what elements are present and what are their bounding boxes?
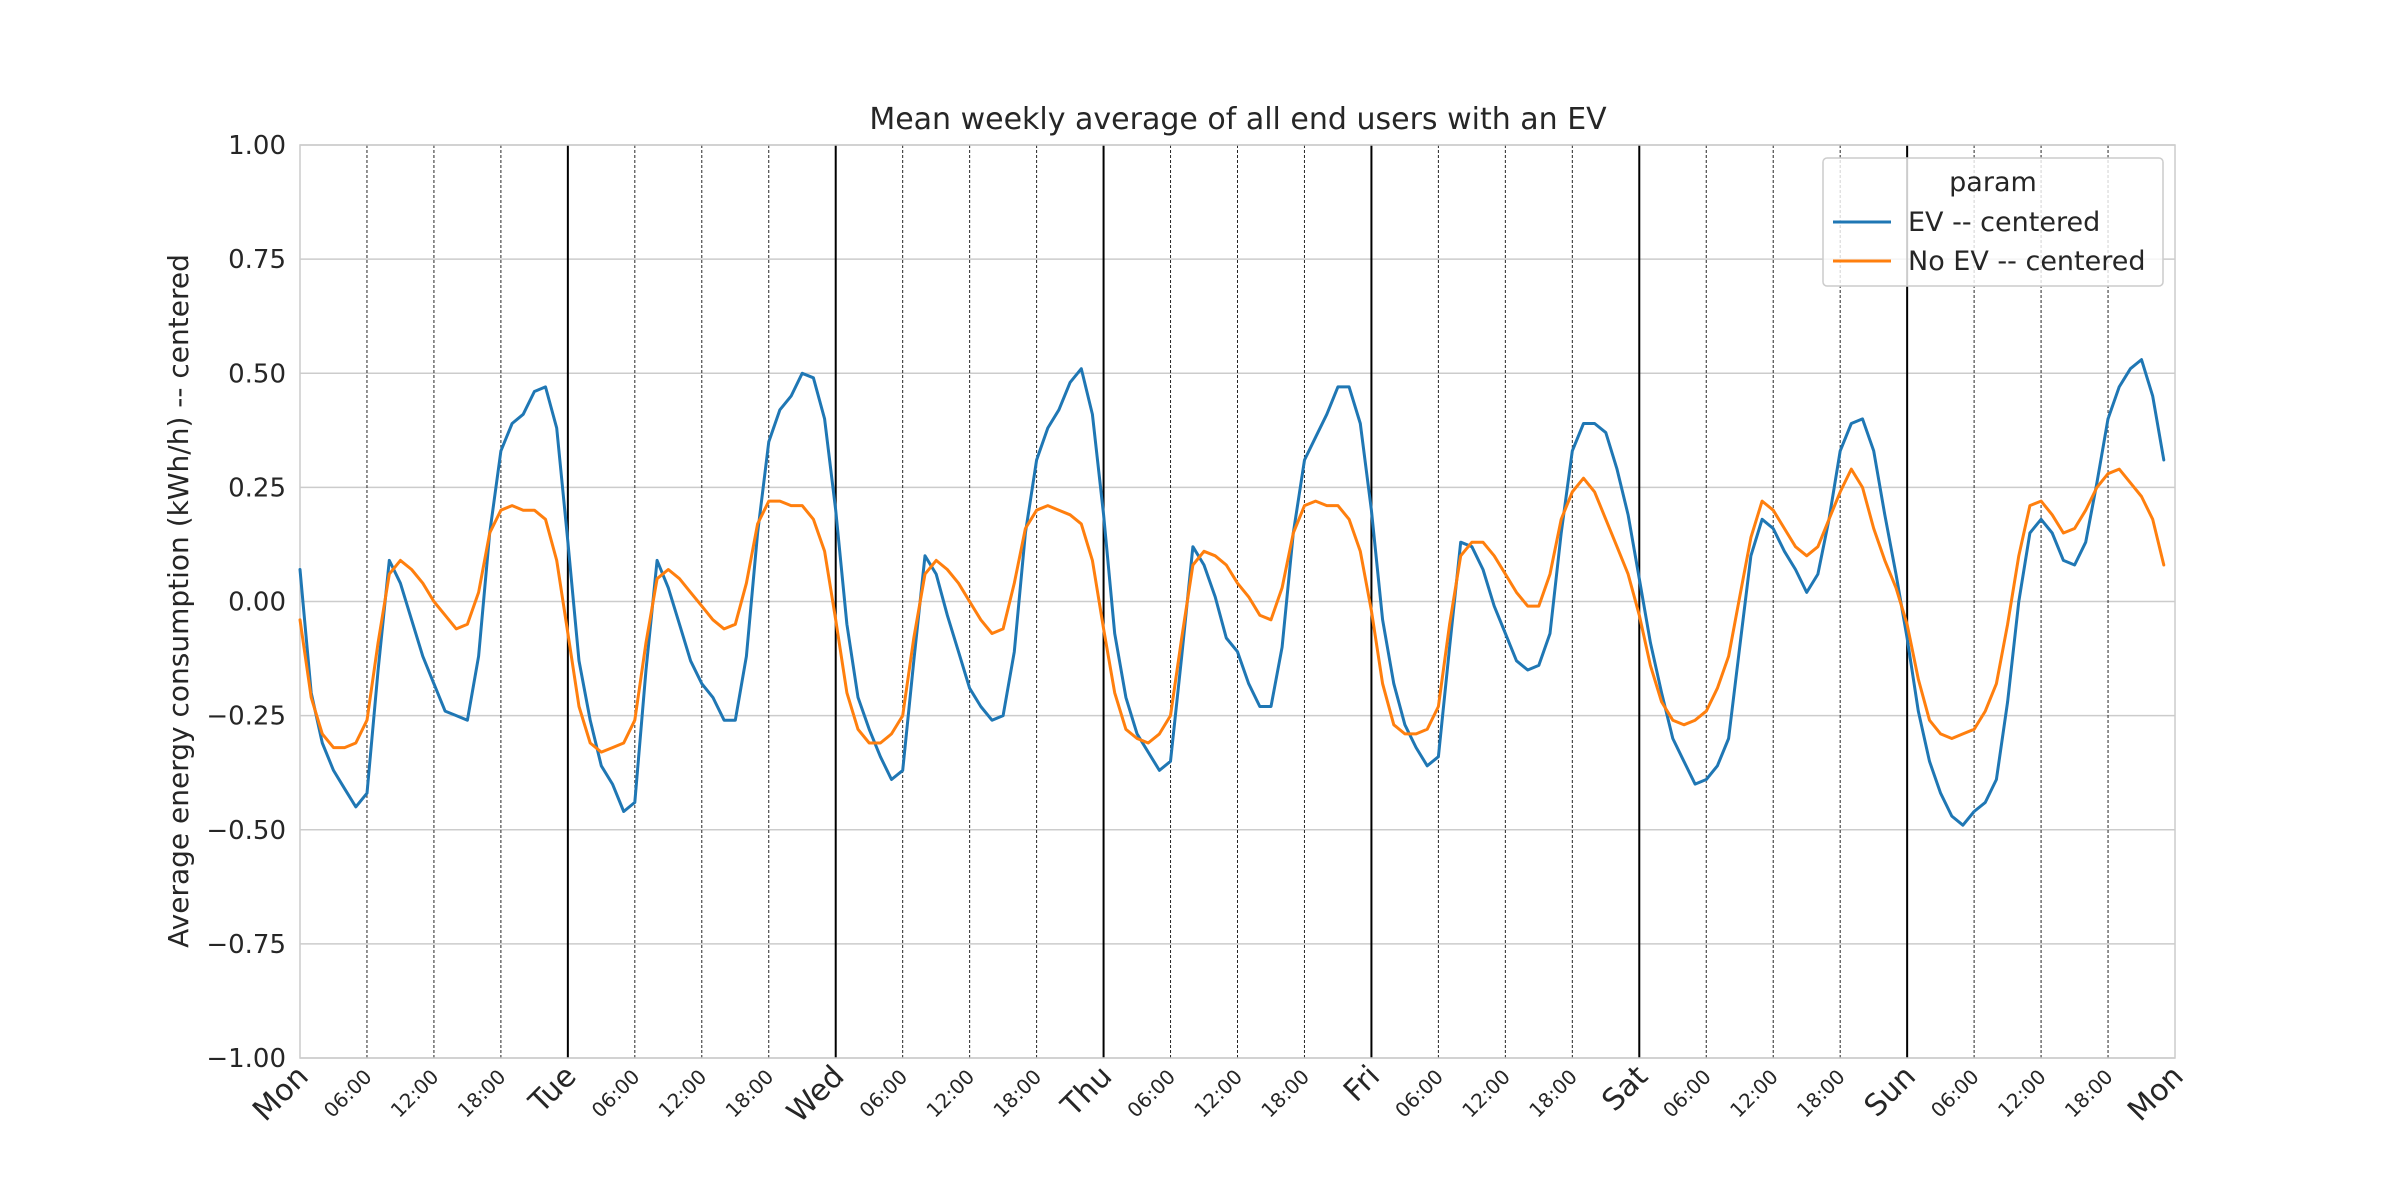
y-axis-label: Average energy consumption (kWh/h) -- ce…: [162, 254, 195, 948]
legend-title: param: [1949, 167, 2037, 198]
series-lines: [298, 358, 2166, 827]
series-line-ev: [298, 358, 2166, 827]
y-tick-label: −0.75: [206, 930, 286, 960]
y-tick-label: 0.50: [228, 359, 286, 389]
y-tick-label: 0.75: [228, 245, 286, 275]
y-tick-label: 1.00: [228, 131, 286, 161]
y-tick-label: −0.50: [206, 816, 286, 846]
legend-box: [1822, 157, 2164, 287]
legend-label-no-ev: No EV -- centered: [1908, 246, 2146, 277]
y-tick-label: 0.25: [228, 473, 286, 503]
y-tick-label: 0.00: [228, 588, 286, 618]
y-tick-label: −0.25: [206, 702, 286, 732]
chart-title: Mean weekly average of all end users wit…: [869, 102, 1607, 137]
series-line-no-ev: [298, 467, 2166, 754]
y-axis-ticks: −1.00 −0.75 −0.50 −0.25 0.00 0.25 0.50 0.75 1.00: [206, 131, 286, 1074]
legend: param EV -- centered No EV -- centered: [1822, 157, 2164, 287]
plot-area-frame: [299, 144, 2176, 1059]
legend-label-ev: EV -- centered: [1908, 207, 2100, 238]
y-tick-label: −1.00: [206, 1044, 286, 1074]
